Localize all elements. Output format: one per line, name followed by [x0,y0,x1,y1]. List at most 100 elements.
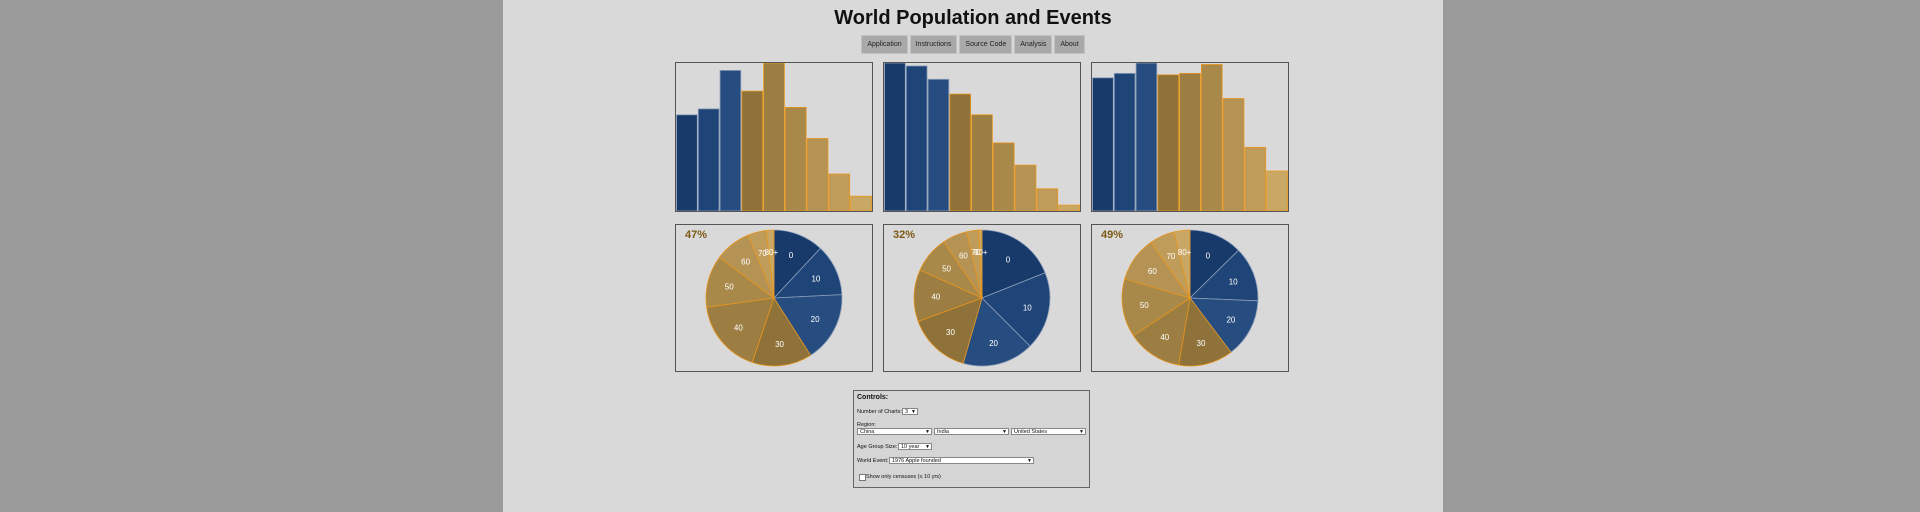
chevron-down-icon: ▼ [911,409,916,415]
pie-chart-1: 0 10 20 30 40 50 60 70 80+ 47% [675,224,873,372]
pie-label-10: 10 [811,275,820,284]
pie-slice-20 [773,294,843,356]
bar-chart-3-svg [1092,63,1288,211]
bar-0 [884,63,906,211]
pie-slice-0 [981,229,1046,299]
pie-chart-1-percent: 47% [685,229,708,241]
region-select-1[interactable]: China ▼ [857,428,932,435]
pie-chart-3: 0 10 20 30 40 50 60 70 80+ 49% [1091,224,1289,372]
bar-30 [949,93,972,211]
nav-source-code-button[interactable]: Source Code [959,35,1013,54]
pie-label-30: 30 [1197,339,1206,348]
pie-label-10: 10 [1023,303,1032,312]
region-select-3[interactable]: United States ▼ [1011,428,1086,435]
pie-slice-80+ [1173,229,1191,299]
world-event-label: World Event: [857,458,889,464]
pie-label-40: 40 [734,323,743,332]
pie-label-50: 50 [1140,301,1149,310]
pie-label-0: 0 [1206,251,1211,260]
pie-chart-2-percent: 32% [893,229,916,241]
chevron-down-icon: ▼ [925,444,930,450]
censuses-checkbox-label: Show only censuses (≤ 10 yrs) [866,474,941,480]
bar-20 [927,78,950,211]
bar-80+ [1266,170,1288,211]
world-event-select[interactable]: 1976 Apple founded ▼ [889,457,1034,464]
pie-chart-3-svg: 0 10 20 30 40 50 60 70 80+ [1121,229,1259,367]
bar-chart-2 [883,62,1081,212]
pie-label-50: 50 [725,283,734,292]
pie-slice-80+ [765,229,775,299]
pie-label-70: 70 [758,249,767,258]
bar-40 [971,114,993,211]
pie-label-20: 20 [989,339,998,348]
bar-chart-1-svg [676,63,872,211]
controls-panel: Controls: Number of Charts: 3 ▼ Region: C… [853,390,1090,488]
pie-label-60: 60 [741,258,750,267]
pie-label-40: 40 [1160,333,1169,342]
bar-10 [905,65,928,211]
pie-label-0: 0 [1006,256,1011,265]
pie-label-40: 40 [931,292,940,301]
pie-slice-40 [706,297,775,363]
pie-label-20: 20 [1226,315,1235,324]
pie-slice-80+ [978,229,983,299]
bar-chart-3 [1091,62,1289,212]
chevron-down-icon: ▼ [1002,429,1007,435]
bar-30 [1157,74,1180,211]
chevron-down-icon: ▼ [1027,458,1032,464]
pie-label-50: 50 [942,264,951,273]
nav-bar: Application Instructions Source Code Analys… [503,35,1443,54]
page: World Population and Events Application I… [503,0,1443,512]
bar-40 [763,63,785,211]
pie-label-10: 10 [1229,277,1238,286]
bar-10 [1113,72,1136,211]
bar-chart-1 [675,62,873,212]
nav-about-button[interactable]: About [1054,35,1085,54]
bar-70 [828,173,851,211]
bar-30 [741,90,764,211]
nav-application-button[interactable]: Application [861,35,908,54]
pie-label-70: 70 [971,248,980,257]
bar-0 [676,114,698,211]
pie-slice-30 [917,297,983,364]
pie-slice-40 [1132,297,1191,366]
nav-analysis-button[interactable]: Analysis [1014,35,1053,54]
bar-10 [697,108,720,211]
age-group-value: 10 year [901,444,920,450]
pie-label-30: 30 [775,340,784,349]
age-group-select[interactable]: 10 year ▼ [898,443,932,450]
region-select-2[interactable]: India ▼ [934,428,1009,435]
age-group-label: Age Group Size: [857,444,898,450]
bar-0 [1092,77,1114,211]
chevron-down-icon: ▼ [1079,429,1084,435]
pie-slice-30 [1178,297,1232,367]
pie-label-0: 0 [789,251,794,260]
bar-70 [1244,146,1267,211]
censuses-checkbox[interactable] [859,474,866,481]
bar-70 [1036,188,1059,211]
nav-instructions-button[interactable]: Instructions [909,35,958,54]
region-3-value: United States [1014,429,1048,435]
pie-slice-20 [962,297,1031,367]
pie-slice-10 [1189,249,1259,302]
page-title: World Population and Events [834,7,1112,29]
bar-50 [992,142,1015,211]
world-event-value: 1976 Apple founded [892,458,941,464]
bar-40 [1179,72,1201,211]
pie-chart-3-percent: 49% [1101,229,1124,241]
pie-label-20: 20 [811,315,820,324]
bar-50 [784,107,807,211]
pie-chart-2: 0 10 20 30 40 50 60 70 80+ 32% [883,224,1081,372]
pie-label-60: 60 [1148,267,1157,276]
pie-label-80+: 80+ [974,248,988,257]
pie-label-70: 70 [1166,252,1175,261]
bar-60 [1014,164,1037,211]
bar-20 [719,70,742,211]
bar-50 [1200,64,1223,211]
num-charts-value: 3 [905,409,909,415]
pie-slice-20 [1189,297,1259,353]
bar-chart-2-svg [884,63,1080,211]
num-charts-select[interactable]: 3 ▼ [902,408,918,415]
region-2-value: India [937,429,949,435]
